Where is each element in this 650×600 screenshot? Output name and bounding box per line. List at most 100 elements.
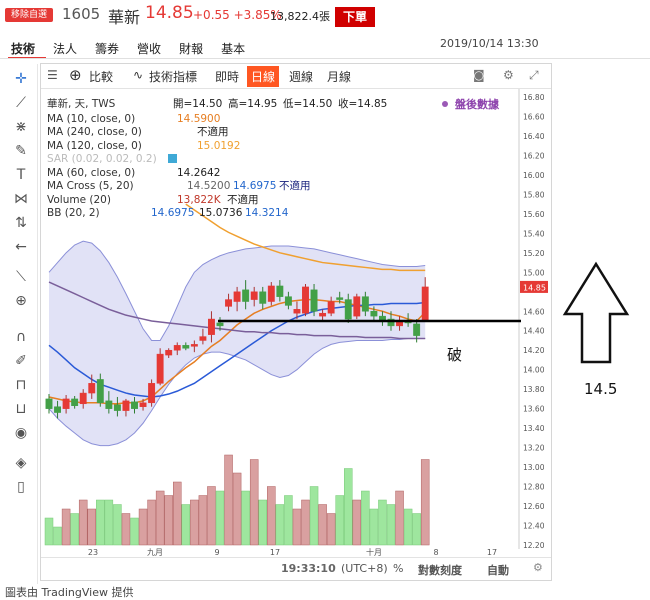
after-hours-dot	[442, 101, 448, 107]
candle-body	[344, 299, 352, 320]
candle-body	[310, 289, 318, 312]
lock-icon[interactable]: ⊓	[15, 377, 27, 393]
legend-ma120: MA (120, close, 0)	[47, 140, 142, 152]
legend-ma60-value: 14.2642	[177, 167, 220, 179]
time-axis-tick: 8	[433, 548, 438, 557]
percent-toggle[interactable]: %	[393, 562, 404, 575]
volume-bar	[190, 499, 199, 546]
menu-icon[interactable]: ☰	[47, 68, 58, 82]
legend-ma60: MA (60, close, 0)	[47, 167, 135, 179]
candle-body	[353, 296, 361, 317]
price-axis-tick: 12.80	[523, 483, 545, 492]
eye-icon[interactable]: ◉	[14, 425, 28, 441]
bollinger-lower-line	[48, 338, 426, 447]
price-axis-tick: 16.40	[523, 132, 545, 141]
magnet-icon[interactable]: ∩	[15, 329, 27, 345]
ruler-icon[interactable]: ⟍	[16, 269, 26, 285]
price-chart[interactable]: 16.80 16.60 16.40 16.20 16.00 15.80 15.60 15.40…	[41, 89, 551, 557]
time-axis-tick: 九月	[147, 548, 163, 557]
legend-ma10-value: 14.5900	[177, 113, 220, 125]
candle-body	[302, 286, 309, 314]
volume-bar	[224, 454, 233, 546]
daily-button[interactable]: 日線	[247, 66, 280, 87]
candle-body	[131, 401, 138, 409]
volume-bar	[241, 490, 250, 546]
candle-body	[190, 344, 198, 347]
legend-volume-v1: 13,822K	[177, 194, 222, 206]
legend-bb: BB (20, 2)	[47, 207, 100, 219]
stock-price: 14.85	[145, 3, 194, 23]
volume-bar	[113, 504, 122, 546]
ma-line	[185, 203, 426, 272]
unlock-icon[interactable]: ⊔	[15, 401, 27, 417]
volume-bar	[403, 508, 413, 546]
price-axis-tick: 12.20	[523, 541, 545, 550]
chart-panel: ☰ ⊕ 比較 ∿ 技術指標 即時 日線 週線 月線 ◙ ⚙ ⤢ 16.80 16.…	[40, 63, 552, 581]
volume-bar	[386, 504, 396, 546]
price-axis-tick: 13.80	[523, 385, 545, 394]
legend-bb-v1: 14.6975	[151, 207, 194, 219]
footer-timezone[interactable]: (UTC+8)	[341, 562, 388, 575]
text-tool-icon[interactable]: T	[16, 167, 26, 183]
price-axis-tick: 16.80	[523, 93, 545, 102]
zoom-in-icon[interactable]: ⊕	[15, 293, 27, 309]
candle-body	[225, 299, 233, 307]
tab-revenue[interactable]: 營收	[137, 42, 162, 56]
candle-body	[148, 383, 156, 404]
indicators-button[interactable]: 技術指標	[149, 70, 198, 84]
last-price-label: 14.85	[523, 283, 546, 292]
trend-line-icon[interactable]: ⟋	[16, 95, 26, 111]
back-arrow-icon[interactable]: ←	[15, 239, 27, 255]
candle-body	[71, 398, 79, 406]
order-button[interactable]: 下單	[335, 7, 375, 27]
legend-ma240: MA (240, close, 0)	[47, 126, 142, 138]
camera-icon[interactable]: ◙	[473, 68, 485, 82]
price-axis-tick: 16.20	[523, 151, 545, 160]
stock-code: 1605	[62, 5, 101, 23]
tab-financials[interactable]: 財報	[179, 42, 204, 56]
tab-technical[interactable]: 技術	[11, 42, 36, 56]
bollinger-band-fill	[49, 241, 426, 446]
volume-bar	[249, 459, 259, 546]
auto-scale-toggle[interactable]: 自動	[487, 564, 509, 577]
fib-retracement-icon[interactable]: ⋇	[15, 119, 27, 135]
legend-bb-v2: 15.0736	[199, 207, 243, 219]
trash-icon[interactable]: ▯	[17, 479, 25, 495]
price-axis-tick: 16.00	[523, 171, 545, 180]
gear-icon[interactable]: ⚙	[503, 68, 514, 82]
plus-compare-icon[interactable]: ⊕	[69, 66, 82, 84]
layers-icon[interactable]: ◈	[15, 455, 27, 471]
legend-close: 收=14.85	[338, 97, 387, 110]
crosshair-icon[interactable]: ✛	[15, 71, 27, 87]
weekly-button[interactable]: 週線	[289, 70, 314, 84]
log-scale-toggle[interactable]: 對數刻度	[418, 564, 462, 577]
price-axis-tick: 14.60	[523, 307, 545, 316]
candle-body	[96, 379, 104, 404]
tab-institutional[interactable]: 法人	[53, 42, 78, 56]
eye-toggle-icon[interactable]	[168, 154, 177, 163]
volume-bar	[378, 499, 387, 546]
compare-button[interactable]: 比較	[89, 70, 114, 84]
fullscreen-icon[interactable]: ⤢	[529, 68, 539, 82]
brush-icon[interactable]: ✎	[15, 143, 27, 159]
pattern-icon[interactable]: ⋈	[14, 191, 28, 207]
tab-margin[interactable]: 籌券	[95, 42, 120, 56]
candle-body	[267, 285, 275, 302]
legend-bb-v3: 14.3214	[245, 207, 289, 219]
realtime-button[interactable]: 即時	[215, 70, 240, 84]
price-axis-tick: 13.00	[523, 463, 545, 472]
volume-bar	[96, 499, 105, 546]
prediction-icon[interactable]: ⇅	[15, 215, 27, 231]
volume-bar	[420, 459, 430, 546]
price-axis-tick: 12.60	[523, 502, 545, 511]
candle-body	[284, 296, 292, 306]
candle-body	[387, 318, 395, 327]
volume-bar	[53, 526, 62, 546]
chart-settings-icon[interactable]: ⚙	[533, 561, 543, 574]
after-hours-label[interactable]: 盤後數據	[454, 97, 500, 111]
monthly-button[interactable]: 月線	[327, 70, 352, 84]
pencil-lock-icon[interactable]: ✐	[15, 353, 27, 369]
tab-basics[interactable]: 基本	[221, 42, 246, 56]
candle-body	[413, 323, 421, 336]
remove-watchlist-button[interactable]: 移除自選	[5, 8, 53, 22]
